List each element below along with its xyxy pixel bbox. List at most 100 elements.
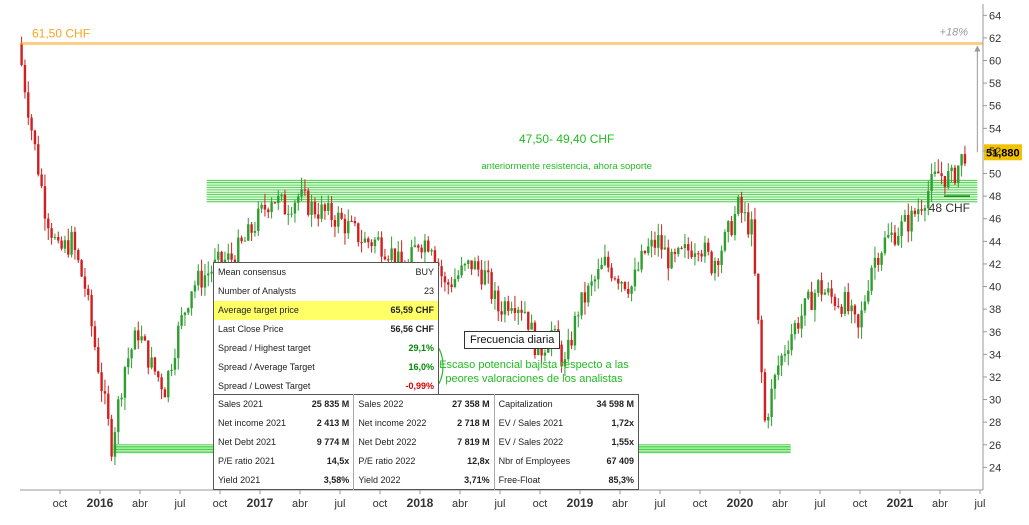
- candle-body: [317, 214, 320, 219]
- candle-body: [360, 242, 363, 244]
- candle-body: [790, 334, 793, 351]
- candle-body: [800, 315, 803, 329]
- x-tick-label: oct: [853, 498, 868, 510]
- candle-body: [933, 171, 937, 175]
- candle-body: [497, 290, 500, 312]
- x-tick-label: abr: [612, 498, 628, 510]
- candle-body: [663, 247, 667, 250]
- candle-body: [733, 213, 737, 236]
- x-tick-label: 2021: [887, 496, 914, 510]
- candle-body: [567, 339, 570, 360]
- x-tick-label: 2016: [87, 496, 114, 510]
- candle-body: [340, 212, 343, 219]
- y-tick-label: 30: [989, 395, 1001, 407]
- candle-body: [613, 278, 617, 280]
- x-tick-label: jul: [813, 498, 825, 510]
- y-tick-label: 44: [989, 236, 1001, 248]
- candle-body: [323, 204, 327, 211]
- candle-body: [527, 311, 530, 330]
- candle-body: [787, 350, 790, 354]
- candle-body: [597, 269, 600, 280]
- candle-body: [677, 247, 680, 255]
- last-price-tag: [984, 144, 1022, 161]
- candle-body: [960, 154, 963, 166]
- candle-body: [503, 301, 507, 315]
- candle-body: [447, 282, 450, 285]
- candle-body: [930, 174, 933, 192]
- consensus-row: Mean consensus BUY: [218, 267, 434, 278]
- x-tick-label: abr: [932, 498, 948, 510]
- candle-body: [710, 251, 713, 274]
- candle-body: [530, 322, 533, 330]
- candle-body: [107, 393, 110, 419]
- candle-body: [883, 237, 887, 254]
- y-tick-label: 40: [989, 282, 1001, 294]
- candle-body: [593, 279, 597, 282]
- candle-body: [280, 194, 283, 196]
- candle-body: [120, 397, 123, 400]
- candle-body: [680, 247, 683, 249]
- y-tick-label: 24: [989, 462, 1001, 474]
- x-tick-label: oct: [533, 498, 548, 510]
- candle-body: [947, 171, 950, 187]
- candle-body: [357, 223, 360, 243]
- candle-body: [897, 236, 900, 245]
- candle-body: [880, 253, 883, 265]
- support-line-label: 48 CHF: [929, 201, 970, 215]
- candle-body: [863, 301, 867, 311]
- candle-body: [817, 280, 820, 293]
- candle-body: [230, 253, 233, 260]
- y-tick-label: 64: [989, 10, 1001, 22]
- candle-body: [157, 371, 160, 378]
- candle-body: [420, 247, 423, 253]
- candle-body: [293, 202, 297, 214]
- candle-body: [43, 186, 47, 219]
- candle-body: [390, 248, 393, 261]
- candle-body: [40, 174, 43, 187]
- x-tick-label: 2017: [247, 496, 274, 510]
- candle-body: [773, 375, 777, 389]
- candle-body: [197, 270, 200, 286]
- candle-body: [900, 221, 903, 237]
- candle-body: [483, 270, 487, 285]
- candle-body: [440, 266, 443, 277]
- candle-body: [427, 240, 430, 252]
- candle-body: [907, 214, 910, 232]
- candle-body: [287, 213, 290, 215]
- candle-body: [953, 167, 957, 184]
- candle-body: [610, 267, 613, 279]
- candle-body: [270, 202, 273, 213]
- candle-body: [780, 355, 783, 366]
- candle-body: [93, 326, 97, 348]
- candle-body: [173, 358, 177, 370]
- candle-body: [127, 358, 130, 368]
- candle-body: [443, 276, 447, 283]
- candle-body: [797, 323, 800, 329]
- x-tick-label: 2018: [407, 496, 434, 510]
- candle-body: [950, 167, 953, 172]
- x-tick-label: jul: [493, 498, 505, 510]
- candle-body: [813, 292, 817, 310]
- candle-body: [487, 270, 490, 273]
- candle-body: [723, 232, 727, 251]
- x-tick-label: abr: [132, 498, 148, 510]
- candle-body: [743, 212, 747, 214]
- consensus-row-highlight: Average target price 65,59 CHF: [213, 300, 439, 320]
- candle-body: [517, 309, 520, 314]
- candle-body: [910, 210, 913, 232]
- candle-body: [393, 248, 397, 267]
- candle-body: [687, 244, 690, 251]
- candle-body: [187, 308, 190, 313]
- zone-band: [206, 180, 978, 202]
- candle-body: [777, 365, 780, 376]
- candle-body: [457, 275, 460, 280]
- y-tick-label: 28: [989, 417, 1001, 429]
- candle-body: [667, 247, 670, 269]
- candle-body: [653, 239, 657, 248]
- candle-body: [160, 377, 163, 390]
- zone-label: 47,50- 49,40 CHF: [519, 132, 614, 146]
- candle-body: [283, 194, 287, 215]
- candle-body: [140, 336, 143, 341]
- candle-body: [273, 202, 277, 204]
- candle-body: [67, 240, 70, 255]
